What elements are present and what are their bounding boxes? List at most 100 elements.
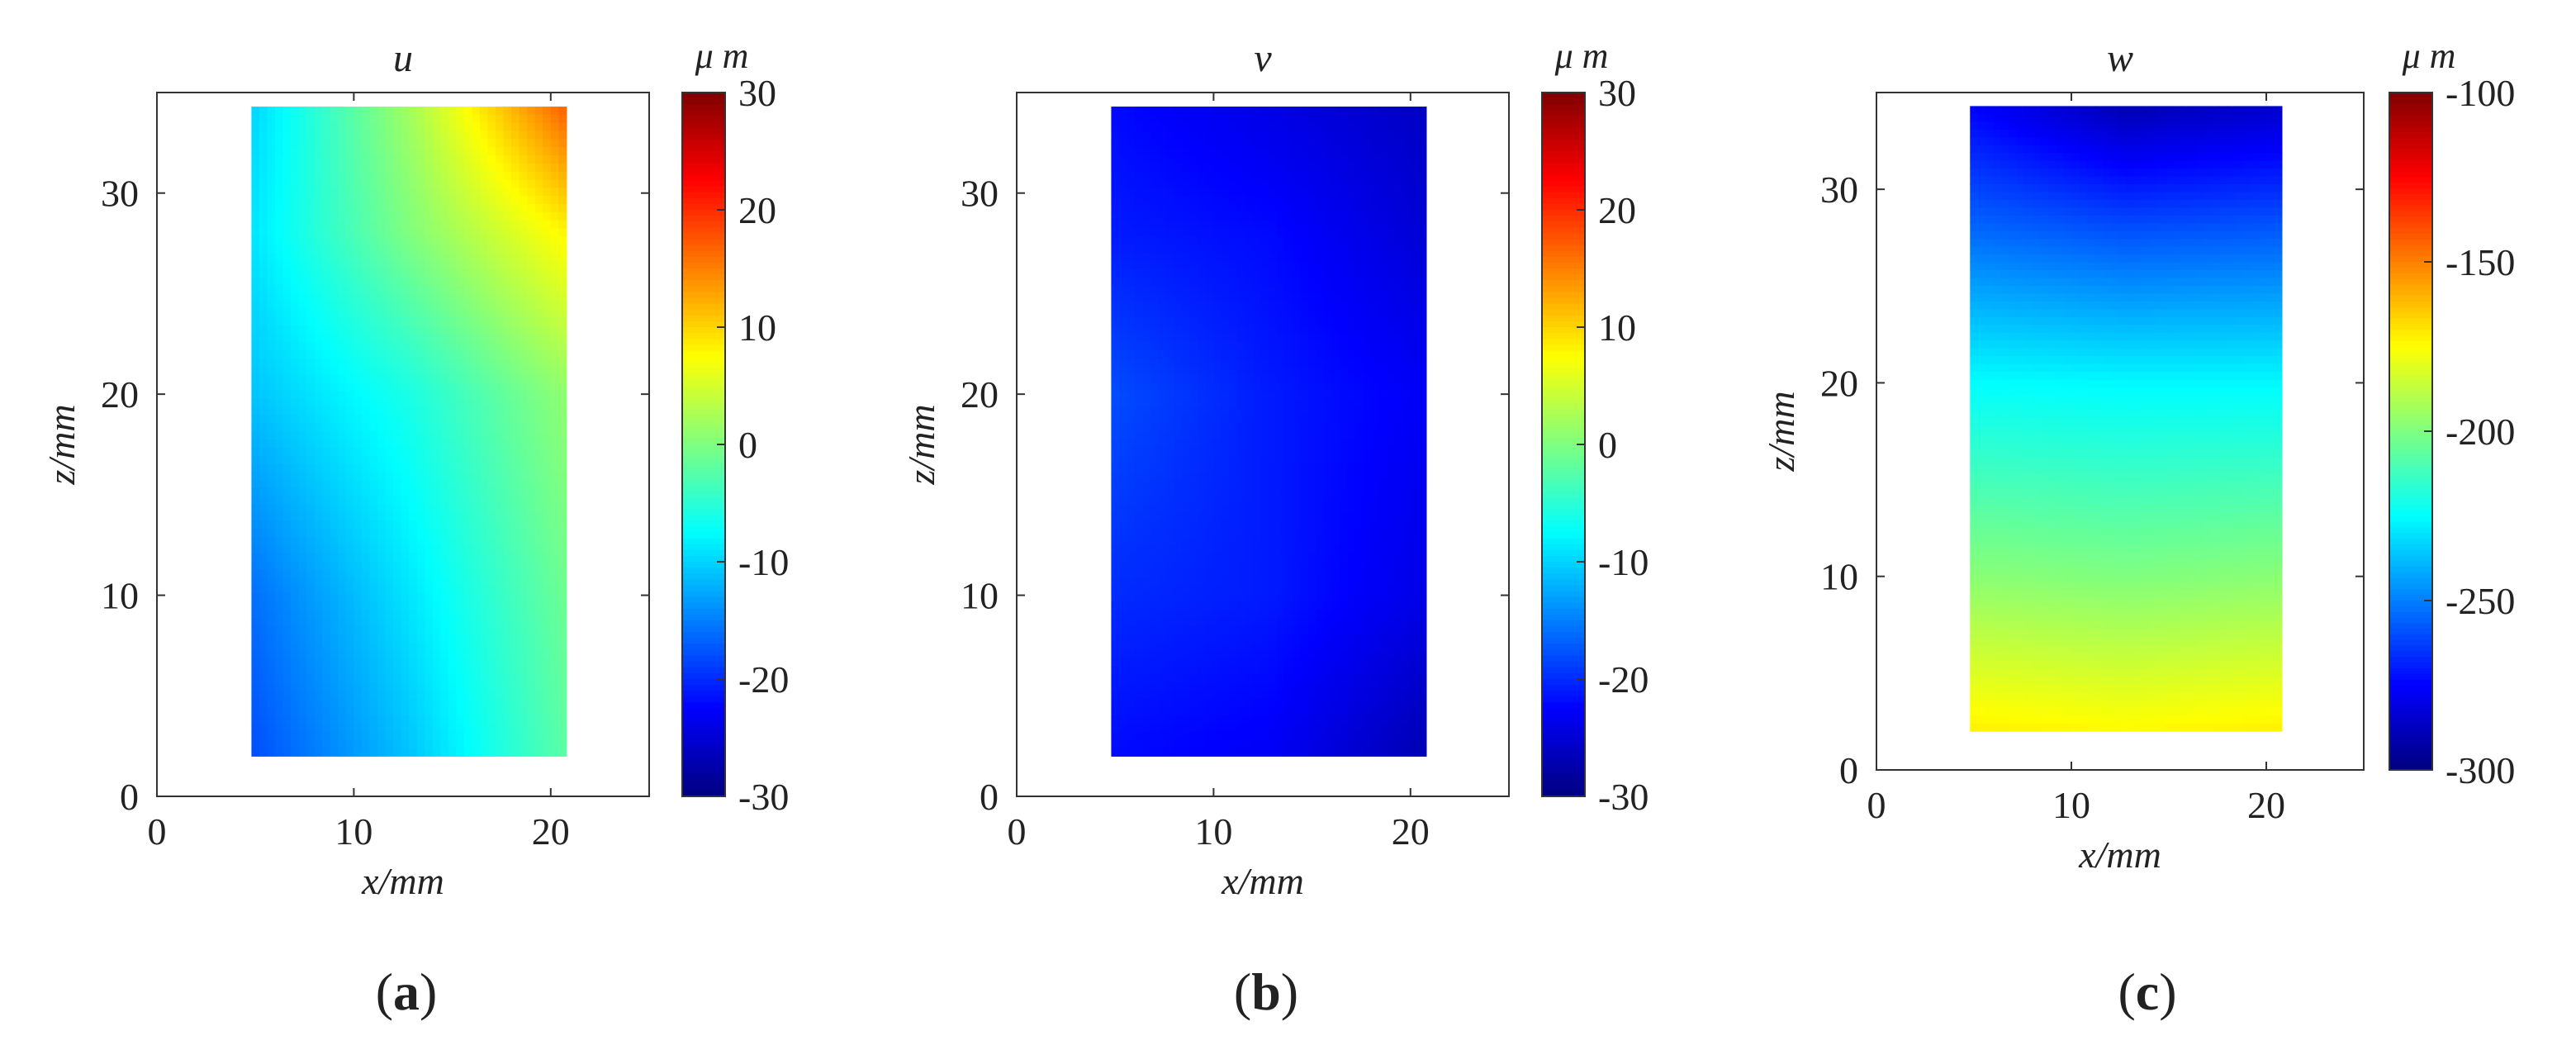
heatmap-cell <box>345 472 354 481</box>
colorbar-tick-label: 0 <box>738 424 757 466</box>
heatmap-cell <box>1260 293 1269 302</box>
heatmap-cell <box>409 245 418 254</box>
heatmap-cell <box>479 107 489 116</box>
heatmap-cell <box>1316 382 1325 392</box>
heatmap-cell <box>550 211 559 221</box>
heatmap-cell <box>1127 220 1136 230</box>
heatmap-cell <box>456 544 465 554</box>
heatmap-cell <box>1371 236 1380 245</box>
heatmap-cell <box>385 374 394 383</box>
heatmap-cell <box>401 260 410 270</box>
heatmap-cell <box>496 731 505 741</box>
heatmap-cell <box>1276 155 1285 164</box>
heatmap-cell <box>463 529 473 538</box>
heatmap-cell <box>472 358 481 368</box>
heatmap-cell <box>306 285 315 294</box>
heatmap-cell <box>519 447 528 457</box>
heatmap-cell <box>259 707 268 716</box>
heatmap-cell <box>314 391 323 400</box>
heatmap-cell <box>432 423 441 432</box>
heatmap-cell <box>487 236 496 245</box>
heatmap-cell <box>1355 228 1364 237</box>
heatmap-cell <box>314 724 323 733</box>
heatmap-cell <box>1158 382 1167 392</box>
heatmap-cell <box>496 658 505 667</box>
heatmap-cell <box>1174 366 1183 375</box>
heatmap-cell <box>1339 398 1349 408</box>
heatmap-cell <box>1378 366 1388 375</box>
heatmap-cell <box>377 309 387 319</box>
heatmap-cell <box>1189 301 1198 311</box>
heatmap-cell <box>338 349 347 359</box>
heatmap-cell <box>511 536 520 546</box>
heatmap-cell <box>1355 366 1364 375</box>
heatmap-cell <box>306 358 315 368</box>
heatmap-cell <box>306 139 315 148</box>
heatmap-cell <box>1127 179 1136 188</box>
heatmap-cell <box>1189 131 1198 140</box>
heatmap-cell <box>472 650 481 659</box>
heatmap-cell <box>409 512 418 521</box>
heatmap-cell <box>1363 398 1372 408</box>
heatmap-cell <box>1118 220 1128 230</box>
colorbar-segment <box>682 163 725 169</box>
heatmap-cell <box>385 520 394 530</box>
heatmap-cell <box>416 431 425 440</box>
heatmap-cell <box>440 228 449 237</box>
heatmap-cell <box>1158 188 1167 197</box>
heatmap-cell <box>1111 431 1120 440</box>
heatmap-cell <box>456 349 465 359</box>
colorbar-segment <box>682 127 725 135</box>
heatmap-cell <box>511 301 520 311</box>
heatmap-cell <box>1135 122 1144 132</box>
heatmap-cell <box>1316 415 1325 424</box>
heatmap-cell <box>1363 139 1372 148</box>
heatmap-cell <box>511 163 520 173</box>
heatmap-cell <box>416 472 425 481</box>
heatmap-cell <box>1135 179 1144 188</box>
heatmap-cell <box>519 577 528 587</box>
heatmap-cell <box>432 577 441 587</box>
heatmap-cell <box>298 748 307 757</box>
heatmap-cell <box>416 682 425 692</box>
heatmap-cell <box>282 577 292 587</box>
heatmap-cell <box>550 593 559 603</box>
heatmap-cell <box>503 731 512 741</box>
heatmap-cell <box>322 334 331 343</box>
heatmap-cell <box>353 731 363 741</box>
heatmap-cell <box>267 415 276 424</box>
heatmap-cell <box>487 415 496 424</box>
heatmap-cell <box>463 342 473 351</box>
colorbar-segment <box>682 638 725 644</box>
heatmap-cell <box>361 301 371 311</box>
heatmap-cell <box>275 642 284 652</box>
heatmap-cell <box>511 114 520 124</box>
heatmap-cell <box>1245 245 1254 254</box>
heatmap-cell <box>1135 260 1144 270</box>
heatmap-cell <box>353 439 363 449</box>
heatmap-cell <box>330 561 339 570</box>
heatmap-cell <box>527 391 536 400</box>
heatmap-cell <box>1189 431 1198 440</box>
heatmap-cell <box>550 675 559 684</box>
heatmap-cell <box>1410 179 1419 188</box>
heatmap-cell <box>1410 147 1419 156</box>
heatmap-cell <box>519 196 528 205</box>
heatmap-cell <box>1269 211 1278 221</box>
heatmap-cell <box>1166 382 1175 392</box>
heatmap-cell <box>463 139 473 148</box>
heatmap-cell <box>1307 228 1316 237</box>
heatmap-cell <box>251 529 260 538</box>
heatmap-cell <box>1378 374 1388 383</box>
heatmap-cell <box>1269 220 1278 230</box>
heatmap-cell <box>472 277 481 286</box>
heatmap-cell <box>1331 293 1340 302</box>
heatmap-cell <box>275 480 284 489</box>
heatmap-cell <box>1198 268 1207 278</box>
heatmap-cell <box>377 447 387 457</box>
heatmap-cell <box>1323 431 1333 440</box>
heatmap-cell <box>1394 277 1403 286</box>
heatmap-cell <box>1323 211 1333 221</box>
heatmap-cell <box>298 349 307 359</box>
heatmap-cell <box>456 642 465 652</box>
